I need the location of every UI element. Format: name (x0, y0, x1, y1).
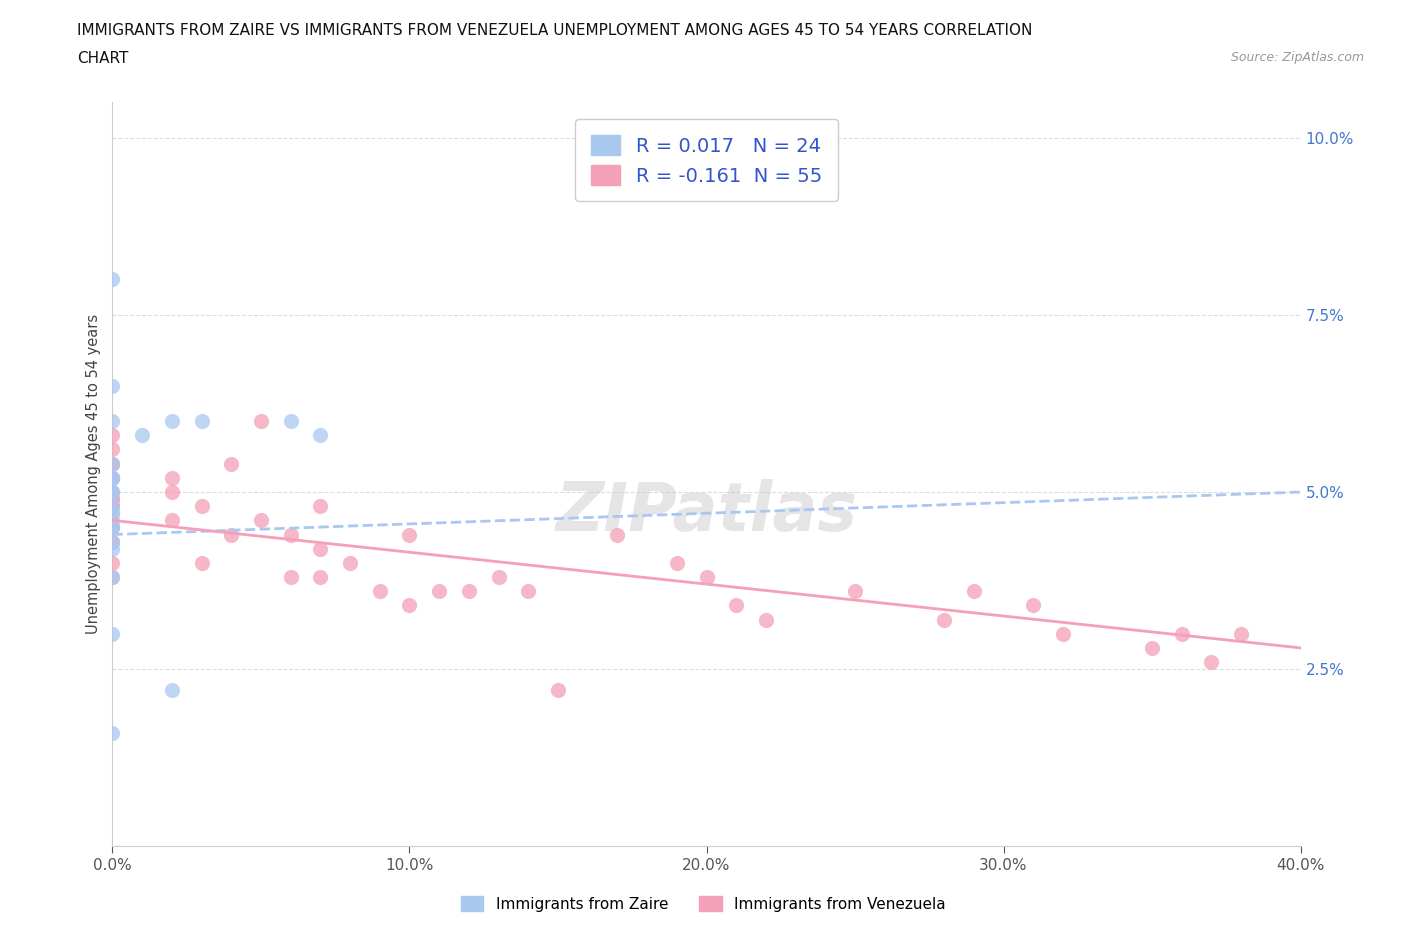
Point (725, 598, 748, 613)
Point (101, 492, 124, 507)
Point (368, 584, 391, 599)
Text: CHART: CHART (77, 51, 129, 66)
Point (101, 492, 124, 507)
Point (101, 555, 124, 570)
Point (101, 471, 124, 485)
Point (101, 485, 124, 499)
Point (190, 498, 212, 513)
Point (101, 534, 124, 549)
Point (1170, 626, 1192, 641)
Point (131, 428, 153, 443)
Point (160, 683, 183, 698)
Point (1022, 598, 1045, 613)
Point (398, 598, 420, 613)
Point (1201, 655, 1223, 670)
Point (101, 428, 124, 443)
Point (963, 584, 986, 599)
Point (101, 520, 124, 535)
Point (160, 471, 183, 485)
Point (219, 527, 242, 542)
Point (101, 626, 124, 641)
Point (101, 485, 124, 499)
Point (101, 457, 124, 472)
Point (101, 498, 124, 513)
Text: Source: ZipAtlas.com: Source: ZipAtlas.com (1230, 51, 1364, 64)
Point (101, 442, 124, 457)
Point (101, 457, 124, 472)
Point (1140, 641, 1163, 656)
Point (101, 520, 124, 535)
Point (101, 534, 124, 549)
Point (309, 541, 332, 556)
Point (190, 414, 212, 429)
Point (280, 414, 302, 429)
Point (101, 534, 124, 549)
Point (101, 506, 124, 521)
Point (101, 520, 124, 535)
Point (398, 527, 420, 542)
Point (488, 569, 510, 584)
Point (309, 569, 332, 584)
Point (309, 498, 332, 513)
Point (547, 683, 569, 698)
Point (101, 725, 124, 740)
Point (457, 584, 479, 599)
Point (250, 513, 273, 528)
Point (160, 485, 183, 499)
Point (1052, 626, 1074, 641)
Point (101, 569, 124, 584)
Point (101, 569, 124, 584)
Point (844, 584, 866, 599)
Point (101, 485, 124, 499)
Point (280, 569, 302, 584)
Point (1230, 626, 1253, 641)
Point (101, 498, 124, 513)
Point (280, 527, 302, 542)
Point (101, 471, 124, 485)
Point (517, 584, 540, 599)
Point (101, 520, 124, 535)
Point (101, 471, 124, 485)
Point (755, 612, 778, 627)
Point (101, 414, 124, 429)
Point (219, 457, 242, 472)
Point (190, 555, 212, 570)
Text: ZIPatlas: ZIPatlas (555, 479, 858, 544)
Point (101, 541, 124, 556)
Point (696, 569, 718, 584)
Point (101, 513, 124, 528)
Point (665, 555, 688, 570)
Text: IMMIGRANTS FROM ZAIRE VS IMMIGRANTS FROM VENEZUELA UNEMPLOYMENT AMONG AGES 45 TO: IMMIGRANTS FROM ZAIRE VS IMMIGRANTS FROM… (77, 23, 1032, 38)
Point (101, 272, 124, 286)
Y-axis label: Unemployment Among Ages 45 to 54 years: Unemployment Among Ages 45 to 54 years (86, 314, 101, 634)
Point (160, 414, 183, 429)
Point (250, 414, 273, 429)
Point (339, 555, 361, 570)
Point (101, 498, 124, 513)
Legend: Immigrants from Zaire, Immigrants from Venezuela: Immigrants from Zaire, Immigrants from V… (454, 889, 952, 918)
Point (101, 379, 124, 393)
Point (160, 513, 183, 528)
Point (101, 457, 124, 472)
Point (101, 506, 124, 521)
Point (101, 471, 124, 485)
Point (606, 527, 628, 542)
Legend: R = 0.017   N = 24, R = -0.161  N = 55: R = 0.017 N = 24, R = -0.161 N = 55 (575, 119, 838, 202)
Point (309, 428, 332, 443)
Point (934, 612, 956, 627)
Point (427, 584, 450, 599)
